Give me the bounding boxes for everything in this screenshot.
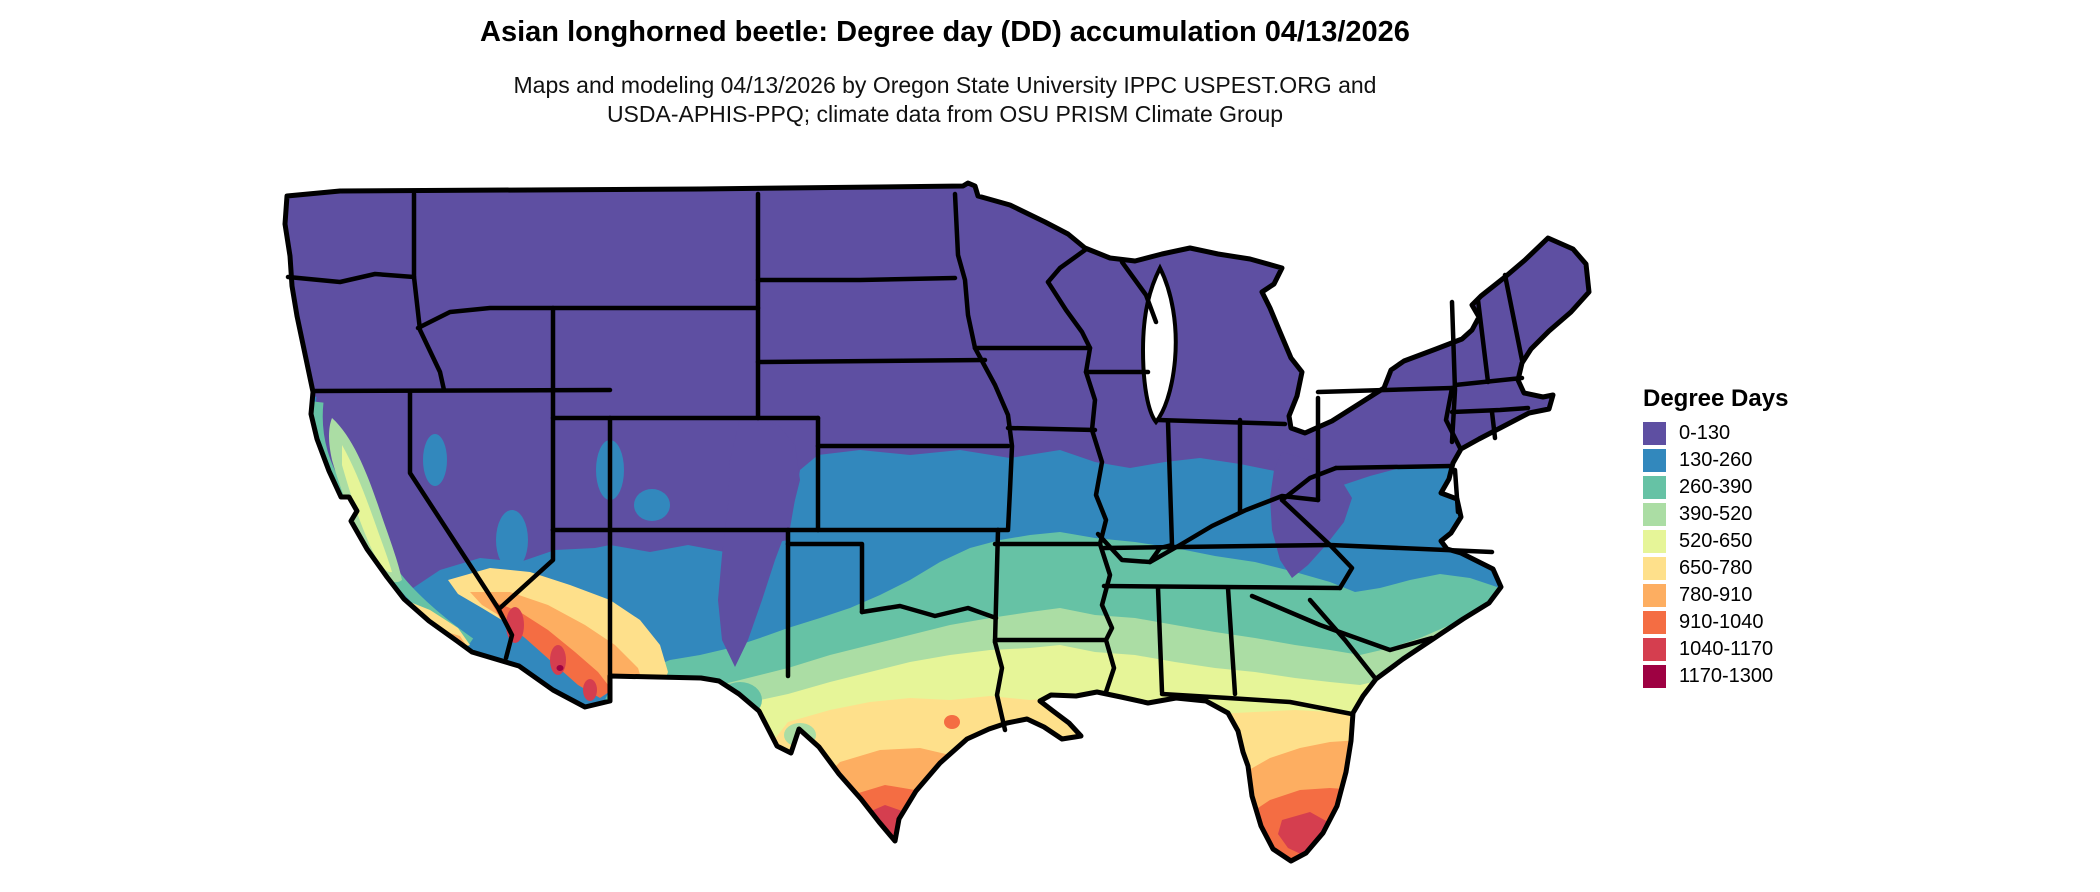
legend-item-1040-1170: 1040-1170 — [1643, 638, 1788, 661]
border-tx-la — [992, 639, 1008, 733]
legend-item-650-780: 650-780 — [1643, 557, 1788, 580]
border-red-river — [859, 603, 999, 621]
legend-label-5: 650-780 — [1679, 557, 1753, 579]
border-ia-mo — [1005, 425, 1098, 433]
border-ms-al — [1155, 585, 1165, 695]
border-ma-south — [1449, 405, 1531, 415]
keys-maroon-2 — [1275, 870, 1285, 877]
page-title: Asian longhorned beetle: Degree day (DD)… — [480, 16, 1410, 48]
patch-blue-south-nevada — [496, 510, 528, 570]
border-tn-nc — [1327, 542, 1355, 591]
border-mn-west — [952, 191, 978, 351]
border-al-ga — [1225, 585, 1238, 697]
overlay-purple-rockies — [718, 418, 800, 667]
border-ok-panhandle — [785, 541, 865, 615]
legend-label-3: 390-520 — [1679, 503, 1753, 525]
legend-item-1170-1300: 1170-1300 — [1643, 665, 1788, 688]
patch-bigbend-green — [784, 723, 816, 747]
border-idaho-west — [411, 191, 447, 393]
border-nd-sd — [755, 275, 958, 283]
legend-rows: 0-130 130-260 260-390 390-520 520-650 650-780… — [1643, 422, 1788, 688]
legend-item-390-520: 390-520 — [1643, 503, 1788, 526]
border-sd-ne — [755, 357, 988, 365]
legend-swatch-3 — [1643, 503, 1666, 526]
subtitle-line-1: Maps and modeling 04/13/2026 by Oregon S… — [513, 72, 1377, 98]
legend-swatch-6 — [1643, 584, 1666, 607]
hotspot-red-streak-2 — [550, 645, 566, 675]
border-ca-nv — [407, 389, 515, 661]
legend: Degree Days 0-130 130-260 260-390 390-520 52… — [1643, 385, 1788, 692]
legend-item-0-130: 0-130 — [1643, 422, 1788, 445]
legend-label-8: 1040-1170 — [1679, 638, 1774, 660]
legend-swatch-4 — [1643, 530, 1666, 553]
legend-label-9: 1170-1300 — [1679, 665, 1774, 687]
border-wa-or — [285, 271, 417, 285]
legend-swatch-9 — [1643, 665, 1666, 688]
border-fl-north — [1159, 691, 1355, 717]
border-ky-va — [1279, 497, 1333, 548]
keys-maroon-4 — [1303, 866, 1311, 872]
legend-swatch-8 — [1643, 638, 1666, 661]
border-nh-me — [1502, 272, 1525, 363]
legend-item-130-260: 130-260 — [1643, 449, 1788, 472]
keys-maroon-1 — [1260, 866, 1270, 873]
legend-swatch-5 — [1643, 557, 1666, 580]
legend-title: Degree Days — [1643, 385, 1789, 412]
legend-label-0: 0-130 — [1679, 422, 1731, 444]
border-ohio-river — [1095, 493, 1321, 565]
title-block: Asian longhorned beetle: Degree day (DD)… — [0, 16, 1890, 129]
band-910-1040 — [750, 785, 1589, 861]
legend-swatch-1 — [1643, 449, 1666, 472]
border-mississippi-river — [1045, 279, 1117, 695]
border-wv-va — [1279, 465, 1339, 503]
border-ok-ar — [992, 527, 1001, 645]
patch-blue-nevada — [423, 434, 447, 486]
legend-swatch-2 — [1643, 476, 1666, 499]
border-mt-south — [415, 305, 761, 331]
border-ny-newengland — [1449, 299, 1458, 445]
legend-item-520-650: 520-650 — [1643, 530, 1788, 553]
hotspot-maroon-speck — [556, 665, 564, 671]
border-va-nc — [1327, 542, 1495, 555]
legend-label-7: 910-1040 — [1679, 611, 1764, 633]
border-nc-sc — [1249, 593, 1435, 653]
hotspot-red-streak-3 — [583, 679, 597, 701]
patch-houston — [944, 715, 960, 729]
patch-central-valley-yellow — [342, 445, 392, 573]
legend-label-2: 260-390 — [1679, 476, 1753, 498]
border-mn-wi — [1045, 247, 1088, 285]
border-missouri-river — [972, 345, 1015, 533]
legend-label-1: 130-260 — [1679, 449, 1753, 471]
legend-item-260-390: 260-390 — [1643, 476, 1788, 499]
border-pa-nj — [1443, 385, 1463, 451]
legend-item-910-1040: 910-1040 — [1643, 611, 1788, 634]
legend-item-780-910: 780-910 — [1643, 584, 1788, 607]
subtitle-line-2: USDA-APHIS-PPQ; climate data from OSU PR… — [606, 101, 1284, 127]
keys-maroon-3 — [1289, 872, 1299, 879]
border-mason-dixon — [1333, 463, 1455, 471]
border-ma-north — [1452, 375, 1525, 388]
legend-label-4: 520-650 — [1679, 530, 1753, 552]
band-780-910 — [700, 740, 1589, 861]
border-ga-sc — [1307, 597, 1378, 681]
border-wi-mi — [1119, 259, 1159, 325]
legend-swatch-0 — [1643, 422, 1666, 445]
patch-blue-utah-2 — [634, 489, 670, 521]
border-tn-south — [1101, 583, 1343, 591]
border-ky-tn — [1101, 542, 1333, 551]
us-outline — [282, 180, 1592, 864]
border-mi-south — [1155, 417, 1288, 427]
border-lat42 — [310, 387, 613, 394]
border-nv-az — [497, 527, 556, 611]
legend-swatch-7 — [1643, 611, 1666, 634]
legend-label-6: 780-910 — [1679, 584, 1753, 606]
map-subtitle: Maps and modeling 04/13/2026 by Oregon S… — [0, 71, 1890, 129]
state-borders — [285, 191, 1531, 733]
